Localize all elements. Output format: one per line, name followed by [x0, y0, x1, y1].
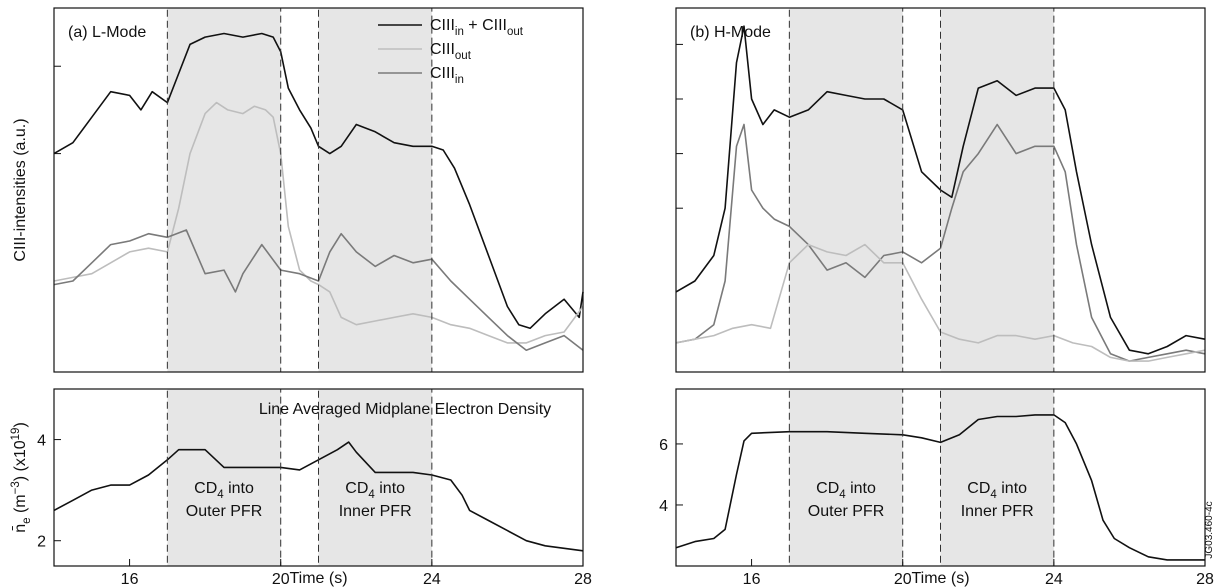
shaded-region-1 — [167, 8, 281, 372]
x-axis-label: Time (s) — [289, 570, 347, 587]
y-tick-label: 2 — [37, 534, 46, 551]
y-tick-label: 4 — [37, 433, 46, 450]
panel-b-intensity: (b) H-Mode — [675, 7, 1206, 373]
series-line-total — [675, 25, 1206, 355]
plot-frame — [675, 388, 1206, 567]
legend-label-total: CIIIin + CIIIout — [430, 17, 524, 38]
annotation-1-line-2: Outer PFR — [808, 503, 884, 520]
y-axis-label: n̄e (m−3) (x1019) — [10, 422, 33, 533]
x-tick-label: 24 — [423, 571, 441, 587]
x-tick-label: 16 — [121, 571, 139, 587]
plot-frame — [53, 388, 584, 567]
legend-label-in: CIIIin — [430, 65, 464, 86]
chart-title: Line Averaged Midplane Electron Density — [259, 401, 551, 418]
x-axis-label: Time (s) — [911, 570, 969, 587]
figure-id-label: JG03.460-4c — [1204, 501, 1215, 558]
series-line-in — [53, 229, 584, 352]
x-tick-label: 28 — [1196, 571, 1214, 587]
legend-label-out: CIIIout — [430, 41, 472, 62]
plot-frame — [53, 7, 584, 373]
panel-title: (a) L-Mode — [68, 24, 146, 41]
annotation-1-line-2: Outer PFR — [186, 503, 262, 520]
shaded-region-2 — [318, 8, 432, 372]
x-tick-label: 20 — [894, 571, 912, 587]
shaded-region-1 — [789, 389, 903, 566]
panel-b-density: 4 6 16 20 24 28 Time (s) CD4 into Outer PFR CD4 i… — [659, 388, 1214, 587]
panel-title: (b) H-Mode — [690, 24, 771, 41]
y-tick-label: 6 — [659, 437, 668, 454]
panel-a-intensity: CIII-intensities (a.u.) (a) L-Mode CIIIin … — [12, 7, 584, 373]
series-line-out — [53, 101, 584, 344]
shaded-region-1 — [789, 8, 903, 372]
series-line-total — [53, 32, 584, 330]
x-tick-label: 20 — [272, 571, 290, 587]
annotation-2-line-2: Inner PFR — [961, 503, 1034, 520]
series-line-total — [53, 441, 584, 552]
shaded-region-2 — [940, 8, 1054, 372]
x-tick-label: 24 — [1045, 571, 1063, 587]
y-tick-label: 4 — [659, 498, 668, 515]
annotation-1-line-1: CD4 into — [816, 480, 876, 501]
annotation-2-line-1: CD4 into — [345, 480, 405, 501]
y-axis-label: CIII-intensities (a.u.) — [12, 118, 29, 261]
series-line-total — [675, 414, 1205, 561]
plot-frame — [675, 7, 1206, 373]
x-tick-label: 28 — [574, 571, 592, 587]
shaded-region-1 — [167, 389, 281, 566]
series-line-in — [675, 123, 1206, 362]
shaded-region-2 — [940, 389, 1054, 566]
annotation-2-line-2: Inner PFR — [339, 503, 412, 520]
annotation-2-line-1: CD4 into — [967, 480, 1027, 501]
x-tick-label: 16 — [743, 571, 761, 587]
shaded-region-2 — [318, 389, 432, 566]
annotation-1-line-1: CD4 into — [194, 480, 254, 501]
